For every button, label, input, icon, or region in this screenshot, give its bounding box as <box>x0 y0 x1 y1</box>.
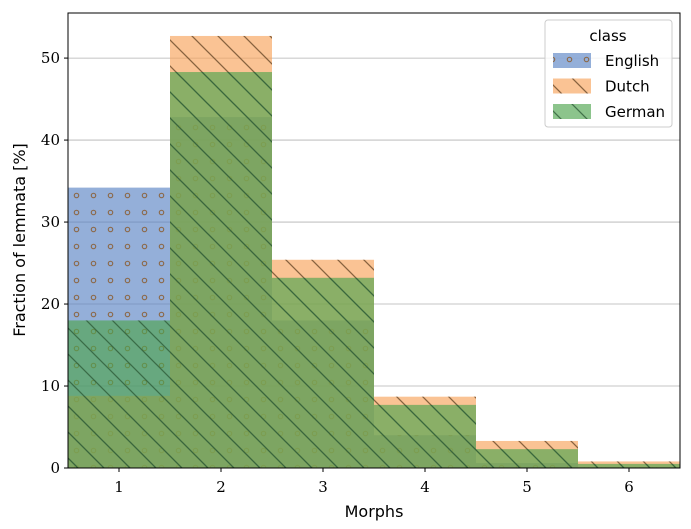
y-tick-label: 50 <box>41 49 60 67</box>
x-tick-label: 1 <box>114 478 124 496</box>
legend-swatch-hatch-english <box>553 53 591 68</box>
plot-frame <box>67 12 681 469</box>
bar-hatch-german-4 <box>374 404 476 468</box>
y-tick-label: 40 <box>41 131 60 149</box>
y-tick-label: 20 <box>41 295 60 313</box>
x-tick-label: 5 <box>522 478 532 496</box>
y-tick-label: 10 <box>41 377 60 395</box>
y-tick-label: 30 <box>41 213 60 231</box>
legend-label-dutch: Dutch <box>605 78 650 96</box>
legend-box <box>544 19 673 128</box>
ticks: 0 10 20 30 40 50 1 2 3 4 5 6 <box>41 49 634 496</box>
x-tick-label: 4 <box>420 478 430 496</box>
x-tick-label: 3 <box>318 478 328 496</box>
y-tick-label: 0 <box>50 459 60 477</box>
y-axis-label: Fraction of lemmata [%] <box>10 143 29 337</box>
legend-label-german: German <box>605 103 665 121</box>
x-axis-label: Morphs <box>345 502 404 521</box>
legend-title: class <box>589 27 626 45</box>
legend-swatch-hatch-german <box>553 104 591 119</box>
x-tick-label: 2 <box>216 478 226 496</box>
legend-label-english: English <box>605 52 659 70</box>
x-tick-label: 6 <box>624 478 634 496</box>
bars <box>68 35 680 468</box>
bar-hatch-german-1 <box>68 320 170 468</box>
axes <box>67 12 681 469</box>
bar-hatch-german-5 <box>476 449 578 468</box>
legend: class English Dutch German <box>544 19 673 128</box>
bar-hatch-german-3 <box>272 277 374 468</box>
bar-hatch-german-6 <box>578 463 680 468</box>
legend-swatch-hatch-dutch <box>553 78 591 94</box>
bar-hatch-german-2 <box>170 72 272 468</box>
